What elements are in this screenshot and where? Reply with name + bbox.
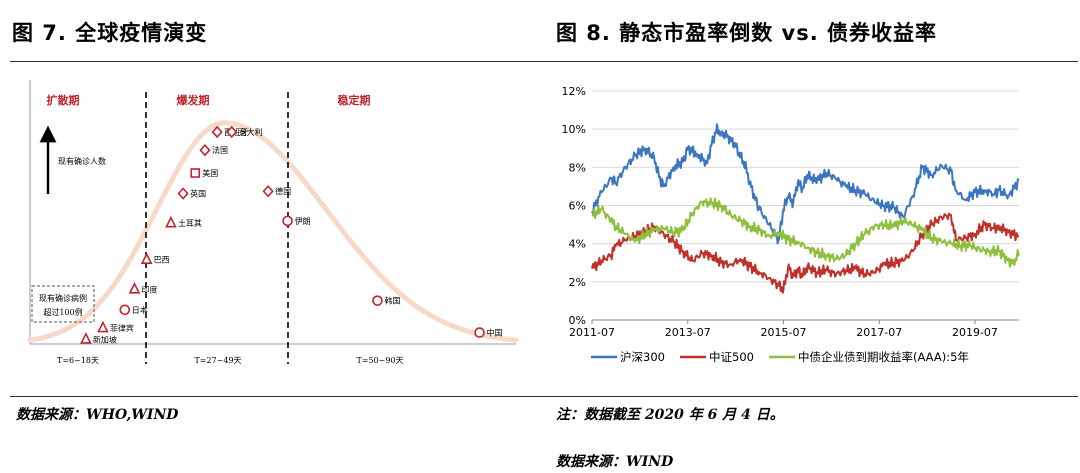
country-marker xyxy=(140,252,153,264)
country-marker xyxy=(262,185,274,198)
series-line xyxy=(591,212,1020,294)
y-tick-label: 10% xyxy=(562,123,586,136)
country-label: 巴西 xyxy=(154,256,170,265)
country-label: 日本 xyxy=(132,305,148,315)
country-label: 意大利 xyxy=(239,127,263,137)
y-tick-label: 2% xyxy=(569,276,586,289)
x-tick-label: 2019-07 xyxy=(952,326,998,339)
country-marker xyxy=(211,125,223,139)
country-label: 新加坡 xyxy=(93,334,117,344)
y-tick-label: 8% xyxy=(569,161,586,174)
country-label: 德国 xyxy=(275,186,291,196)
y-tick-label: 4% xyxy=(569,238,586,251)
country-label: 印度 xyxy=(141,284,157,294)
phase-period-spread: T=6~18天 xyxy=(57,356,99,365)
threshold-box xyxy=(31,285,95,323)
y-axis-label: 现有确诊人数 xyxy=(58,156,106,166)
phase-period-outbreak: T=27~49天 xyxy=(194,356,241,365)
left-source-text: 数据来源：WHO,WIND xyxy=(16,407,179,423)
country-marker xyxy=(199,144,211,157)
country-marker xyxy=(282,215,293,227)
threshold-box-line-1: 现有确诊病例 xyxy=(39,293,87,303)
series-line xyxy=(591,197,1020,268)
y-tick-labels: 0% 2% 4% 6% 8% 10% 12% xyxy=(562,85,586,327)
top-divider xyxy=(10,61,1078,62)
x-tick-label: 2013-07 xyxy=(665,326,711,339)
country-label: 土耳其 xyxy=(178,218,202,228)
country-label: 法国 xyxy=(212,145,228,155)
bottom-divider xyxy=(10,396,1078,397)
right-note-text: 注：数据截至 2020 年 6 月 4 日。 xyxy=(556,407,784,423)
y-tick-label: 6% xyxy=(569,200,586,213)
country-marker xyxy=(165,215,177,228)
left-figure-title: 图 7. 全球疫情演变 xyxy=(12,21,208,45)
country-label: 美国 xyxy=(202,168,218,178)
gridlines xyxy=(592,90,1019,321)
legend-label: 中证500 xyxy=(709,350,754,364)
series-lines xyxy=(591,123,1020,294)
x-tick-label: 2011-07 xyxy=(569,326,615,339)
x-tick-label: 2015-07 xyxy=(760,326,806,339)
series-line xyxy=(591,123,1020,245)
right-source-text: 数据来源：WIND xyxy=(556,454,674,470)
phase-label-outbreak: 爆发期 xyxy=(177,93,210,107)
x-tick-labels: 2011-07 2013-07 2015-07 2017-07 2019-07 xyxy=(569,320,998,339)
country-marker xyxy=(119,304,131,316)
phase-period-stable: T=50~90天 xyxy=(356,356,403,365)
country-markers: 新加坡菲律宾日本印度巴西土耳其英国美国法国西班牙意大利德国伊朗韩国中国 xyxy=(80,125,503,344)
y-tick-label: 12% xyxy=(562,85,586,98)
y-tick-label: 0% xyxy=(569,314,586,327)
country-marker xyxy=(80,332,92,344)
phase-label-spread: 扩散期 xyxy=(47,93,80,107)
country-marker xyxy=(177,187,189,200)
country-label: 中国 xyxy=(487,328,503,338)
country-marker xyxy=(128,281,141,294)
country-label: 韩国 xyxy=(384,296,400,306)
country-marker xyxy=(474,327,485,338)
country-marker xyxy=(190,168,201,178)
legend-label: 沪深300 xyxy=(620,350,665,364)
country-label: 伊朗 xyxy=(295,216,311,226)
phase-label-stable: 稳定期 xyxy=(338,93,371,107)
right-figure-title: 图 8. 静态市盈率倒数 vs. 债券收益率 xyxy=(556,21,937,45)
country-label: 菲律宾 xyxy=(110,323,134,333)
country-label: 英国 xyxy=(190,189,206,199)
epidemic-evolution-diagram: 扩散期 爆发期 稳定期 现有确诊人数 现有确诊病例 超过100例 T=6~18天… xyxy=(27,80,519,365)
epidemic-curve xyxy=(27,120,519,343)
legend: 沪深300 中证500 中债企业债到期收益率(AAA):5年 xyxy=(591,350,969,364)
threshold-box-line-2: 超过100例 xyxy=(43,307,82,317)
legend-label: 中债企业债到期收益率(AAA):5年 xyxy=(798,350,969,364)
country-marker xyxy=(226,125,238,139)
pe-vs-bond-yield-chart: 0%2%4%6%8%10%12% 2011-07 2013-07 2015-07 20… xyxy=(562,85,1020,364)
x-tick-label: 2017-07 xyxy=(856,326,902,339)
country-marker xyxy=(97,320,109,333)
country-marker xyxy=(372,295,383,306)
